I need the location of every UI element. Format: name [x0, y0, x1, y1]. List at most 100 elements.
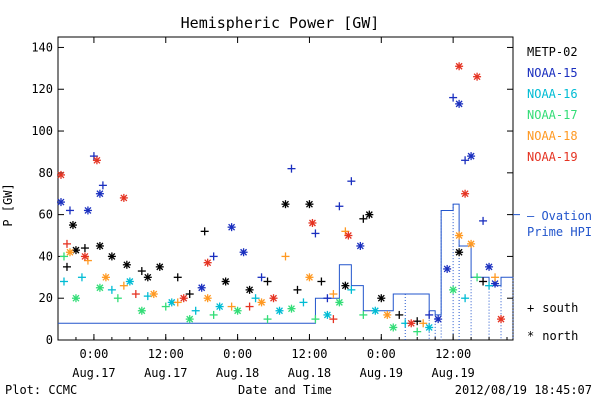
noaa-16-point: [143, 292, 152, 301]
noaa-19-point: [80, 252, 89, 261]
ovation-legend-symbol: — Ovation: [527, 209, 592, 223]
metp-02-point: [122, 260, 131, 269]
noaa-15-point: [287, 164, 296, 173]
noaa-15-point: [197, 283, 206, 292]
noaa-18-point: [119, 281, 128, 290]
noaa-17-point: [233, 306, 242, 315]
noaa-17-point: [59, 252, 68, 261]
noaa-18-point: [329, 290, 338, 299]
metp-02-point: [95, 241, 104, 250]
x-tick-date: Aug.17: [72, 366, 115, 380]
noaa-18-point: [83, 256, 92, 265]
data-points-layer: [56, 62, 506, 336]
x-axis-label: Date and Time: [238, 383, 332, 397]
noaa-19-point: [56, 170, 65, 179]
metp-02-point: [200, 227, 209, 236]
noaa-15-point: [449, 93, 458, 102]
noaa-19-point: [461, 189, 470, 198]
noaa-16-point: [215, 302, 224, 311]
metp-02-point: [359, 214, 368, 223]
noaa-16-point: [371, 306, 380, 315]
x-tick-date: Aug.18: [288, 366, 331, 380]
footer-right: 2012/08/19 18:45:07: [455, 383, 592, 397]
noaa-19-point: [473, 72, 482, 81]
chart-title: Hemispheric Power [GW]: [181, 14, 380, 32]
metp-02-point: [377, 294, 386, 303]
noaa-16-point: [251, 294, 260, 303]
noaa-15-point: [323, 294, 332, 303]
noaa-19-point: [407, 319, 416, 328]
noaa-17-point: [113, 294, 122, 303]
noaa-17-point: [413, 327, 422, 336]
x-tick-time: 12:00: [291, 347, 327, 361]
noaa-19-point: [62, 239, 71, 248]
noaa-15-point: [257, 273, 266, 282]
noaa-15-point: [83, 206, 92, 215]
noaa-17-point: [449, 285, 458, 294]
marker-legend-symbol: +: [527, 301, 534, 315]
noaa-17-point: [137, 306, 146, 315]
metp-02-point: [221, 277, 230, 286]
legend-item: NOAA-15: [527, 66, 578, 80]
legend-item: NOAA-18: [527, 129, 578, 143]
noaa-17-point: [311, 315, 320, 324]
noaa-16-point: [299, 298, 308, 307]
noaa-15-point: [98, 181, 107, 190]
noaa-17-point: [473, 273, 482, 282]
plot-frame: [57, 36, 514, 341]
noaa-18-point: [341, 227, 350, 236]
noaa-15-point: [89, 152, 98, 161]
ovation-legend: — Ovation Prime HPI: [513, 209, 592, 239]
metp-02-point: [107, 252, 116, 261]
noaa-19-point: [119, 193, 128, 202]
noaa-15-point: [434, 315, 443, 324]
noaa-16-point: [59, 277, 68, 286]
noaa-16-point: [77, 273, 86, 282]
noaa-15-point: [239, 248, 248, 257]
noaa-19-point: [344, 231, 353, 240]
metp-02-point: [413, 317, 422, 326]
noaa-17-point: [287, 304, 296, 313]
noaa-19-point: [455, 62, 464, 71]
noaa-19-point: [497, 315, 506, 324]
noaa-19-point: [92, 156, 101, 165]
marker-legend-symbol: *: [527, 329, 534, 343]
x-tick-date: Aug.19: [360, 366, 403, 380]
marker-legend: + south * north: [527, 301, 578, 343]
legend-item: METP-02: [527, 45, 578, 59]
noaa-18-point: [383, 310, 392, 319]
x-tick-time: 12:00: [435, 347, 471, 361]
noaa-15-point: [209, 252, 218, 261]
noaa-17-point: [335, 298, 344, 307]
x-tick-date: Aug.17: [144, 366, 187, 380]
y-tick-label: 80: [39, 166, 53, 180]
noaa-18-point: [149, 290, 158, 299]
noaa-19-point: [179, 294, 188, 303]
metp-02-point: [263, 277, 272, 286]
noaa-16-point: [425, 323, 434, 332]
noaa-18-point: [203, 294, 212, 303]
noaa-16-point: [167, 298, 176, 307]
noaa-18-point: [467, 239, 476, 248]
noaa-15-point: [347, 177, 356, 186]
marker-legend-item: + south: [527, 301, 578, 315]
noaa-15-point: [485, 262, 494, 271]
y-tick-label: 40: [39, 249, 53, 263]
metp-02-point: [62, 262, 71, 271]
noaa-15-point: [443, 264, 452, 273]
ovation-line-layer: [58, 203, 514, 340]
series-legend: METP-02 NOAA-15 NOAA-16 NOAA-17 NOAA-18 NOAA-…: [527, 45, 578, 164]
metp-02-point: [341, 281, 350, 290]
legend-item: NOAA-16: [527, 87, 578, 101]
y-tick-label: 140: [31, 40, 53, 54]
noaa-16-point: [485, 281, 494, 290]
metp-02-point: [455, 248, 464, 257]
noaa-15-point: [461, 156, 470, 165]
noaa-19-point: [245, 302, 254, 311]
noaa-16-point: [275, 306, 284, 315]
metp-02-point: [71, 246, 80, 255]
legend-item: NOAA-19: [527, 150, 578, 164]
noaa-16-point: [461, 294, 470, 303]
metp-02-point: [143, 273, 152, 282]
